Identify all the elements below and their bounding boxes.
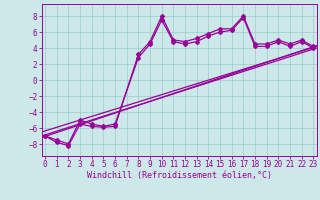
X-axis label: Windchill (Refroidissement éolien,°C): Windchill (Refroidissement éolien,°C) (87, 171, 272, 180)
